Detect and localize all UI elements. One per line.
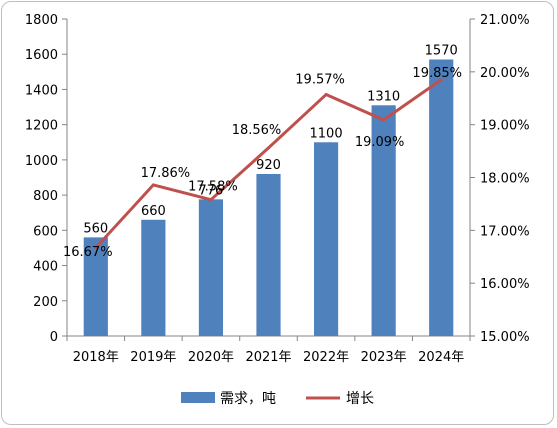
axes: 0 200 400 600 800 1000 1200 1400 1600 1800 15.00% 1… — [25, 13, 530, 365]
line-data-label: 17.58% — [188, 180, 238, 195]
x-tick-label: 2023年 — [361, 350, 407, 365]
bar-data-label: 776 — [199, 183, 224, 198]
y-right-tick-label: 15.00% — [480, 330, 530, 345]
line-data-label: 19.57% — [295, 73, 345, 88]
bar-data-label: 920 — [256, 158, 281, 173]
data-labels: 560 660 776 920 1100 1310 1570 16.67% 17.86%17.5… — [63, 44, 462, 260]
line-point — [382, 118, 386, 122]
bar — [371, 105, 396, 337]
x-tick-label: 2020年 — [188, 350, 234, 365]
line-point — [94, 246, 98, 250]
bar — [256, 173, 281, 336]
bar — [198, 199, 224, 336]
line-point — [151, 183, 155, 187]
line-series — [94, 78, 443, 250]
y-left-tick-label: 1200 — [25, 119, 58, 134]
bar-data-label: 1570 — [425, 44, 458, 59]
bar — [141, 219, 166, 336]
x-tick-label: 2021年 — [245, 350, 291, 365]
y-left-tick-label: 400 — [33, 260, 58, 275]
legend-label-line: 增长 — [346, 391, 374, 407]
line-point — [267, 146, 270, 150]
bar — [313, 142, 339, 336]
bar-data-label: 560 — [83, 221, 108, 236]
line-point — [209, 198, 213, 202]
line-data-label: 16.67% — [63, 245, 113, 260]
line-data-label: 19.09% — [355, 135, 405, 150]
bar-data-label: 660 — [141, 204, 166, 219]
line-data-label: 19.85% — [412, 66, 462, 81]
y-right-tick-label: 17.00% — [480, 224, 530, 239]
bar-data-label: 1310 — [367, 89, 400, 104]
y-right-tick-label: 20.00% — [480, 66, 530, 81]
y-right-tick-label: 21.00% — [480, 13, 530, 28]
legend: 需求，吨 增长 — [181, 391, 374, 407]
bar — [83, 237, 108, 336]
y-left-tick-label: 1400 — [25, 83, 58, 98]
y-right-tick-label: 18.00% — [480, 172, 530, 187]
y-left-tick-label: 800 — [33, 189, 58, 204]
line-point — [324, 93, 328, 97]
bar-data-label: 1100 — [310, 126, 343, 141]
x-tick-label: 2019年 — [130, 350, 176, 365]
line-data-label: 18.56% — [232, 123, 282, 138]
y-right-tick-label: 16.00% — [480, 277, 530, 292]
line-data-label: 17.86% — [141, 166, 191, 181]
line-point — [439, 78, 443, 82]
y-left-tick-label: 1000 — [25, 154, 58, 169]
y-left-tick-label: 1600 — [25, 48, 58, 63]
y-right-tick-label: 19.00% — [480, 119, 530, 134]
y-left-tick-label: 1800 — [25, 13, 58, 28]
y-left-tick-label: 600 — [33, 224, 58, 239]
x-tick-label: 2024年 — [418, 350, 464, 365]
y-left-tick-label: 200 — [33, 295, 58, 310]
bar — [429, 59, 454, 336]
bar-series — [83, 59, 454, 337]
legend-swatch-bar — [181, 392, 215, 403]
legend-label-bar: 需求，吨 — [220, 391, 276, 407]
x-tick-label: 2018年 — [73, 350, 119, 365]
x-tick-label: 2022年 — [303, 350, 349, 365]
y-left-tick-label: 0 — [50, 330, 58, 345]
